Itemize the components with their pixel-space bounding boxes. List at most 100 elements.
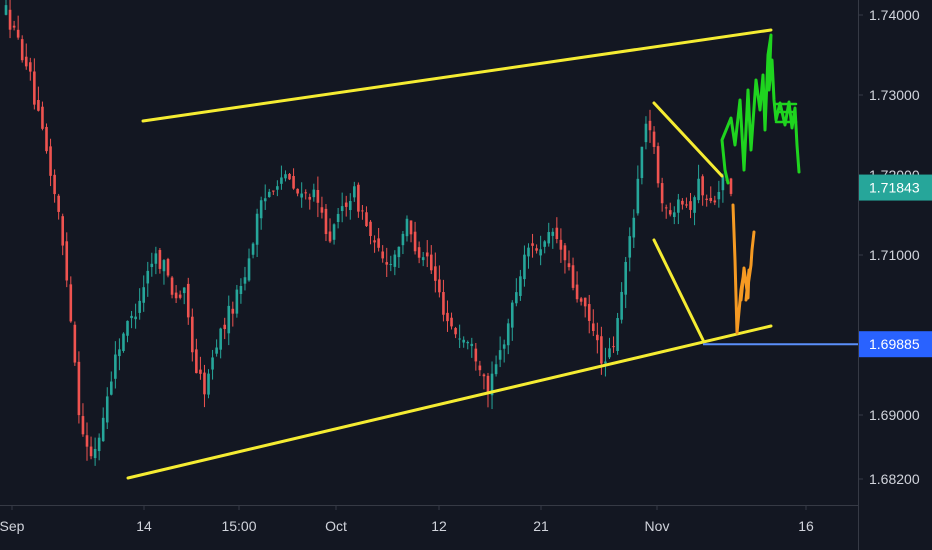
candle-body: [105, 396, 109, 423]
candle-body: [211, 357, 214, 370]
candle-body: [510, 302, 514, 328]
price-tick-label: 1.68200: [869, 471, 920, 487]
price-label-box: [859, 331, 932, 358]
candle-body: [369, 221, 372, 237]
candle-body: [162, 260, 166, 272]
candle-body: [608, 348, 611, 358]
candle-body: [632, 217, 636, 238]
candle-body: [478, 365, 482, 371]
candle-body: [438, 279, 441, 293]
candle-body: [174, 292, 178, 299]
wedge-lower-line[interactable]: [652, 238, 705, 342]
candle-body: [405, 218, 409, 237]
candle-body: [393, 254, 397, 267]
candle-body: [604, 361, 607, 364]
candle-body: [527, 247, 530, 257]
candle-body: [486, 375, 490, 394]
candle-body: [579, 298, 583, 302]
candle-body: [166, 259, 170, 276]
price-label-text: 1.71843: [869, 180, 920, 196]
candle-body: [235, 289, 239, 314]
candle-body: [284, 174, 287, 179]
projected-drop-path[interactable]: [731, 203, 756, 335]
candle-body: [247, 258, 251, 281]
candle-body: [401, 233, 405, 246]
candle-body: [668, 210, 672, 215]
candle-body: [259, 200, 263, 219]
candle-body: [429, 254, 433, 271]
candle-body: [41, 106, 44, 129]
candle-body: [454, 328, 457, 335]
candle-body: [515, 292, 518, 304]
candle-body: [353, 186, 356, 198]
candle-body: [340, 206, 344, 212]
candle-body: [563, 245, 567, 261]
candle-body: [628, 236, 632, 258]
candle-body: [660, 183, 664, 204]
candle-body: [539, 249, 542, 256]
lower-channel-line[interactable]: [126, 324, 773, 480]
candle-body: [721, 176, 725, 191]
candle-body: [49, 146, 52, 176]
projected-rally-hatch: [774, 102, 798, 124]
candle-body: [490, 373, 494, 396]
time-axis[interactable]: Sep 14 15:00 Oct 12 21 Nov 16: [0, 505, 814, 534]
candle-body: [474, 348, 478, 362]
wedge-upper-line[interactable]: [652, 101, 724, 178]
candle-body: [223, 324, 227, 330]
candle-body: [85, 435, 89, 447]
candle-body: [640, 146, 644, 178]
candle-body: [110, 381, 113, 395]
candle-body: [450, 317, 453, 327]
candle-body: [251, 243, 255, 255]
candle-body: [705, 198, 708, 200]
candle-body: [215, 347, 218, 354]
time-tick-label: Sep: [0, 518, 25, 534]
candle-body: [551, 231, 555, 236]
candles-group: [4, 0, 733, 466]
candle-body: [227, 305, 231, 334]
candle-body: [272, 190, 275, 192]
candle-body: [462, 339, 465, 343]
candle-body: [89, 446, 93, 457]
candle-body: [523, 254, 526, 280]
candle-body: [470, 343, 474, 347]
candle-body: [29, 62, 32, 72]
upper-channel-line[interactable]: [141, 28, 773, 123]
candle-body: [361, 210, 364, 212]
candle-body: [381, 251, 384, 259]
price-label-text: 1.69885: [869, 336, 920, 352]
candle-body: [73, 324, 77, 363]
candle-body: [255, 213, 259, 245]
candle-body: [417, 247, 421, 258]
candle-body: [69, 284, 73, 322]
candle-body: [122, 333, 125, 351]
candle-body: [93, 448, 97, 459]
candle-body: [186, 283, 190, 318]
candle-body: [644, 123, 648, 143]
candle-body: [531, 243, 534, 246]
candle-body: [348, 201, 352, 211]
candle-body: [142, 287, 146, 303]
candle-body: [482, 374, 486, 377]
candle-body: [81, 416, 85, 435]
candle-body: [442, 292, 445, 315]
candle-body: [652, 131, 656, 147]
candle-body: [118, 349, 121, 357]
price-tick-label: 1.71000: [869, 247, 920, 263]
candle-body: [130, 315, 133, 319]
price-tick-label: 1.74000: [869, 7, 920, 23]
candle-body: [296, 188, 299, 194]
projected-rally-path[interactable]: [720, 33, 801, 185]
candle-body: [502, 344, 506, 349]
candle-body: [101, 417, 105, 442]
candle-body: [146, 270, 150, 284]
candle-body: [207, 373, 210, 395]
candle-body: [543, 241, 546, 247]
candle-body: [519, 276, 522, 296]
candle-body: [616, 318, 619, 351]
candle-body: [97, 437, 101, 452]
candle-body: [231, 308, 235, 314]
candle-body: [458, 338, 461, 340]
